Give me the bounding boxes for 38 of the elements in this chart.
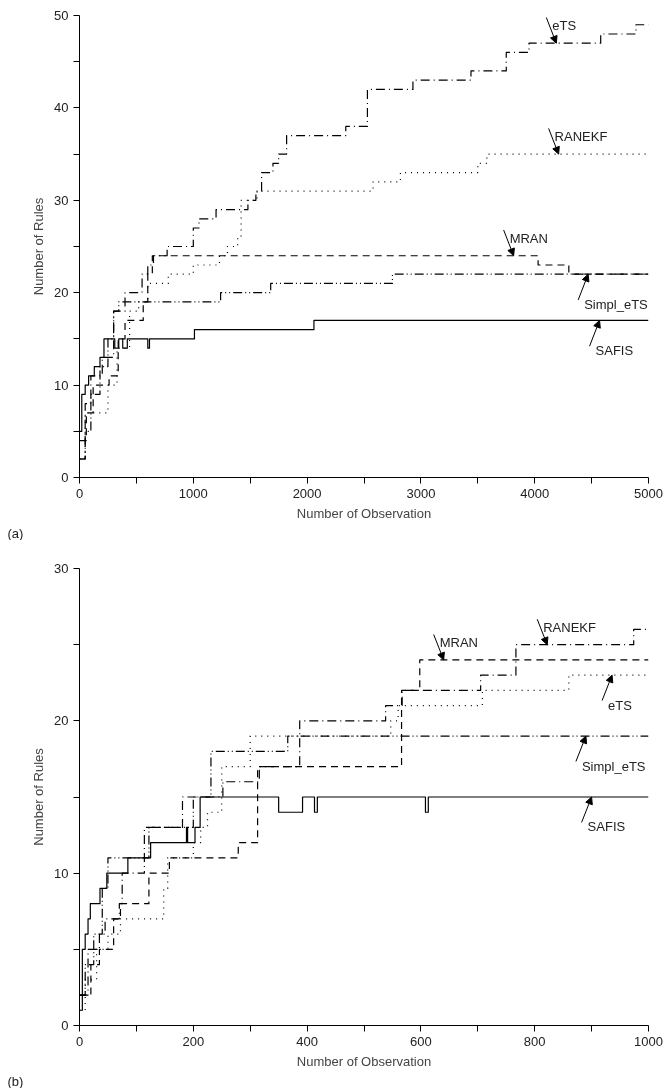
annotation: Simpl_eTS (584, 296, 649, 312)
y-tick-label: 20 (54, 713, 69, 729)
annotation: SAFIS (595, 343, 634, 359)
x-tick-label: 3000 (406, 485, 436, 501)
x-tick-label: 200 (182, 1033, 205, 1049)
y-axis-title: Number of Rules (31, 747, 47, 846)
y-tick-label: 50 (54, 8, 69, 23)
text: (b) (7, 1073, 24, 1088)
annotation: eTS (608, 697, 633, 713)
y-tick-label: 0 (61, 470, 69, 485)
x-tick-label: 600 (410, 1033, 432, 1049)
x-tick-label: 1000 (634, 1033, 663, 1049)
x-tick-label: 400 (296, 1033, 318, 1049)
annotation: MRAN (439, 634, 478, 650)
y-tick-label: 10 (54, 865, 69, 881)
x-axis-title: Number of Observation (296, 505, 432, 521)
y-axis-title: Number of Rules (31, 197, 47, 296)
x-tick-label: 800 (523, 1033, 546, 1049)
annotation: MRAN (509, 230, 548, 246)
x-axis-title: Number of Observation (296, 1053, 432, 1069)
x-tick-label: 1000 (178, 485, 208, 501)
y-tick-label: 10 (54, 377, 69, 393)
annotation: RANEKF (543, 619, 597, 635)
y-tick-label: 30 (54, 192, 69, 208)
annotation: RANEKF (554, 128, 608, 144)
x-tick-label: 0 (75, 1033, 84, 1049)
x-tick-label: 2000 (292, 485, 322, 501)
annotation: SAFIS (587, 819, 626, 835)
y-tick-label: 40 (54, 100, 69, 116)
annotation: Simpl_eTS (581, 758, 646, 774)
x-tick-label: 5000 (634, 485, 663, 501)
x-tick-label: 4000 (520, 485, 550, 501)
text: (a) (7, 525, 24, 541)
x-tick-label: 0 (75, 485, 84, 501)
y-tick-label: 20 (54, 285, 69, 301)
y-tick-label: 30 (54, 561, 69, 576)
y-tick-label: 0 (61, 1018, 69, 1033)
annotation: eTS (552, 18, 577, 33)
